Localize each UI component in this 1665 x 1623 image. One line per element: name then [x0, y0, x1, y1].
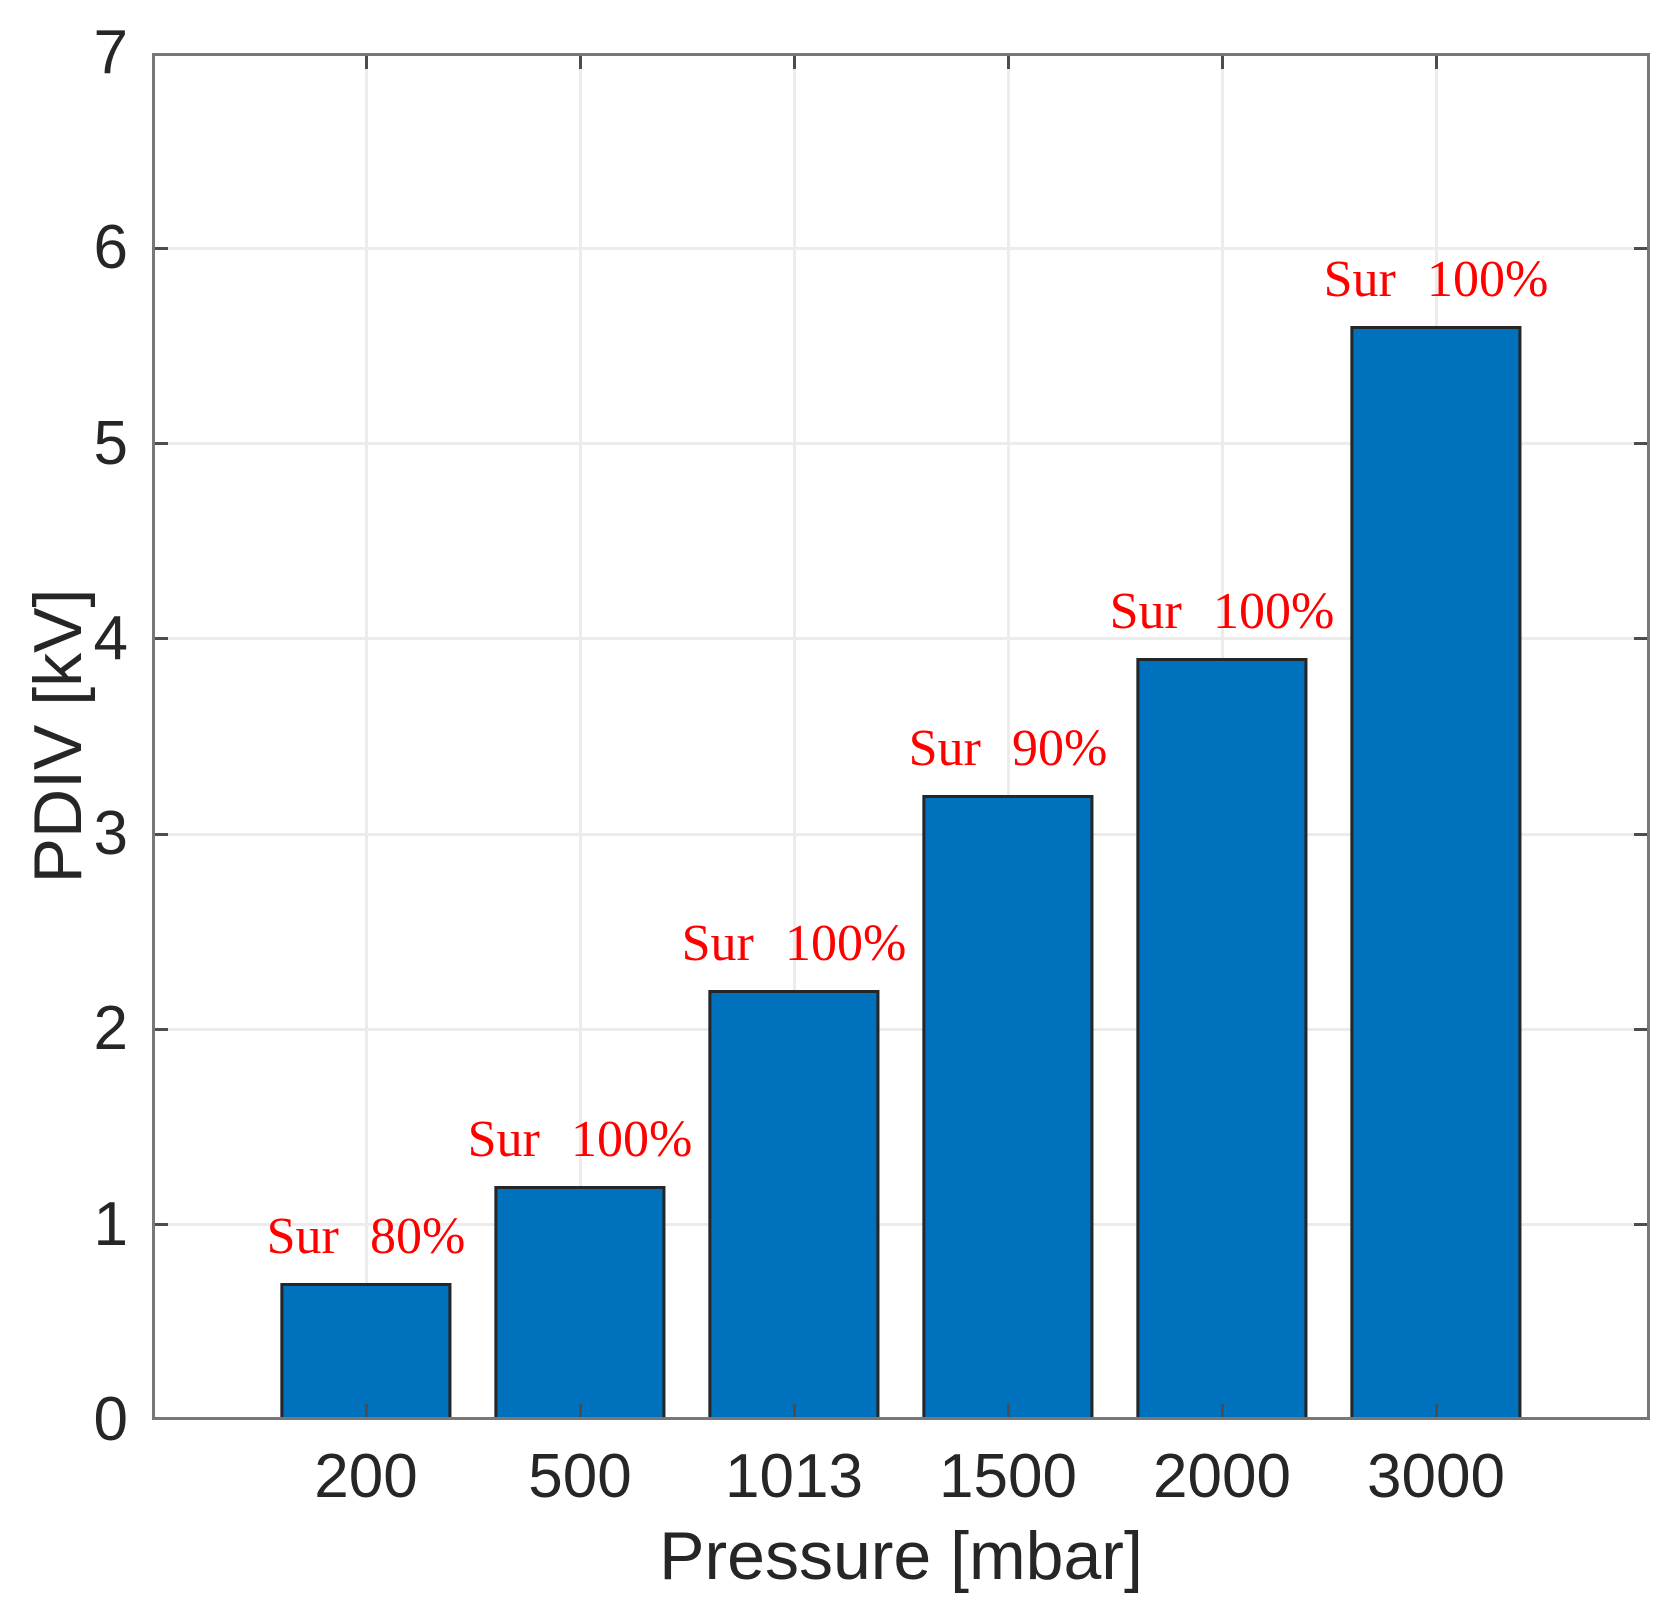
- y-tick-mark-left: [152, 1223, 168, 1227]
- y-tick-label: 2: [93, 994, 128, 1064]
- y-tick-mark-left: [152, 832, 168, 836]
- ticks-layer: [152, 53, 1650, 1420]
- horizontal-gridline: [152, 442, 1650, 446]
- bar-3000: [1350, 326, 1522, 1420]
- bar-500: [494, 1185, 666, 1420]
- x-tick-mark-top: [578, 53, 582, 69]
- bar-2000: [1136, 658, 1308, 1420]
- y-axis-title: PDIV [kV]: [20, 588, 96, 884]
- bar-annotation: Sur 90%: [908, 720, 1108, 778]
- horizontal-gridline: [152, 637, 1650, 641]
- vertical-gridline: [364, 53, 368, 1420]
- x-tick-mark-top: [364, 53, 368, 69]
- vertical-gridline: [1006, 53, 1010, 1420]
- y-tick-label: 4: [93, 603, 128, 673]
- x-axis-title: Pressure [mbar]: [659, 1518, 1143, 1594]
- bars-layer: Sur 80% Sur 100% Sur 100% Sur 90% Sur 100% Su…: [152, 53, 1650, 1420]
- x-tick-mark-bottom: [578, 1404, 582, 1420]
- x-tick-label: 2000: [1153, 1442, 1291, 1511]
- y-tick-label: 6: [93, 213, 128, 283]
- x-tick-label: 500: [528, 1442, 632, 1511]
- vertical-gridline: [578, 53, 582, 1420]
- horizontal-gridline: [152, 832, 1650, 836]
- y-tick-mark-left: [152, 442, 168, 446]
- x-tick-mark-bottom: [364, 1404, 368, 1420]
- bar-1013: [708, 990, 880, 1420]
- bar-annotation: Sur 100%: [1109, 583, 1335, 641]
- y-tick-mark-right: [1634, 832, 1650, 836]
- x-tick-label: 200: [314, 1442, 418, 1511]
- bar-annotation: Sur 80%: [266, 1208, 466, 1266]
- bar-annotation: Sur 100%: [1323, 251, 1549, 309]
- x-tick-mark-bottom: [1434, 1404, 1438, 1420]
- x-tick-mark-bottom: [792, 1404, 796, 1420]
- y-tick-mark-right: [1634, 246, 1650, 250]
- y-tick-mark-right: [1634, 637, 1650, 641]
- x-tick-mark-top: [1434, 53, 1438, 69]
- y-tick-mark-left: [152, 246, 168, 250]
- x-tick-mark-bottom: [1006, 1404, 1010, 1420]
- bar-annotation: Sur 100%: [467, 1110, 693, 1168]
- x-tick-mark-top: [792, 53, 796, 69]
- x-tick-label: 1013: [725, 1442, 863, 1511]
- bar-annotation: Sur 100%: [681, 915, 907, 973]
- x-tick-mark-top: [1006, 53, 1010, 69]
- x-tick-mark-top: [1220, 53, 1224, 69]
- x-tick-mark-bottom: [1220, 1404, 1224, 1420]
- plot-area: Sur 80% Sur 100% Sur 100% Sur 90% Sur 100% Su…: [152, 53, 1650, 1420]
- y-tick-mark-left: [152, 637, 168, 641]
- horizontal-gridline: [152, 1027, 1650, 1031]
- y-tick-mark-right: [1634, 1027, 1650, 1031]
- y-tick-mark-right: [1634, 1223, 1650, 1227]
- x-tick-label: 3000: [1367, 1442, 1505, 1511]
- horizontal-gridline: [152, 1223, 1650, 1227]
- y-tick-mark-right: [1634, 442, 1650, 446]
- y-tick-label: 7: [93, 18, 128, 87]
- horizontal-gridline: [152, 246, 1650, 250]
- y-tick-label: 0: [93, 1385, 128, 1454]
- y-tick-label: 5: [93, 408, 128, 478]
- y-tick-label: 3: [93, 799, 128, 869]
- x-axis-tick-labels: 200 500 1013 1500 2000 3000: [152, 1446, 1650, 1516]
- y-tick-mark-left: [152, 1027, 168, 1031]
- bar-200: [280, 1283, 452, 1420]
- bar-1500: [922, 795, 1094, 1420]
- x-tick-label: 1500: [939, 1442, 1077, 1511]
- y-tick-label: 1: [93, 1189, 128, 1259]
- vertical-gridline: [792, 53, 796, 1420]
